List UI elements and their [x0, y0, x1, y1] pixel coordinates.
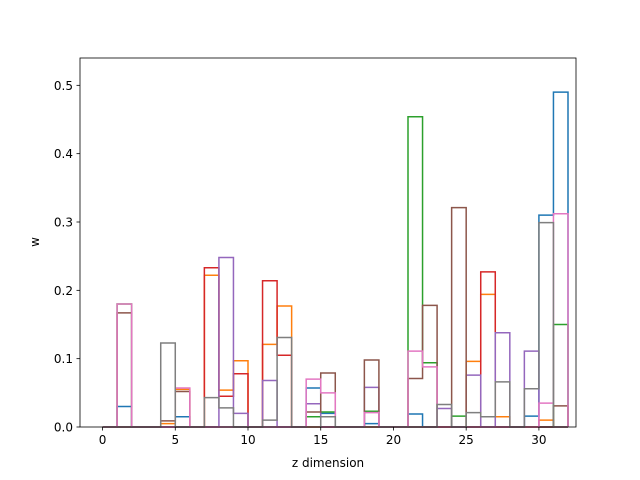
x-tick-label: 0 [99, 433, 107, 447]
y-tick-label: 0.0 [54, 421, 73, 435]
y-tick-label: 0.1 [54, 352, 73, 366]
x-tick-label: 25 [459, 433, 474, 447]
x-tick-label: 30 [531, 433, 546, 447]
x-axis-label: z dimension [292, 456, 364, 470]
y-tick-label: 0.4 [54, 147, 73, 161]
y-tick-label: 0.3 [54, 216, 73, 230]
y-tick-label: 0.2 [54, 284, 73, 298]
y-axis-label: w [28, 237, 42, 247]
plot-frame [79, 57, 577, 428]
x-tick-label: 20 [386, 433, 401, 447]
axes: 0 5 10 15 20 25 30 0.0 0.1 0.2 0.3 0.4 0.5 [54, 57, 577, 447]
x-tick-label: 15 [313, 433, 328, 447]
x-tick-label: 5 [171, 433, 179, 447]
y-tick-label: 0.5 [54, 79, 73, 93]
x-tick-label: 10 [240, 433, 255, 447]
